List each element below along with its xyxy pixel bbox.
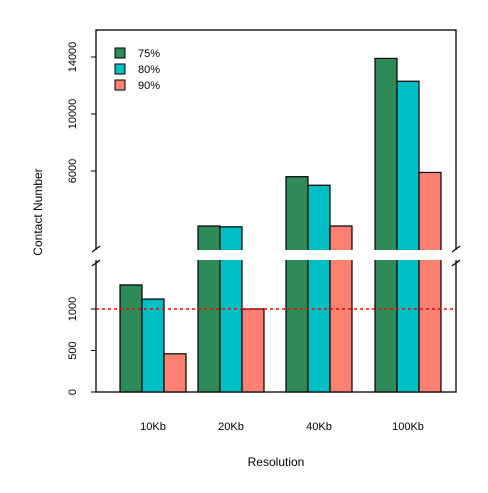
bar-100kb-80pct xyxy=(396,80,420,393)
x-axis-title: Resolution xyxy=(248,455,305,469)
bar-40kb-80pct xyxy=(307,184,331,393)
x-tick-label: 20Kb xyxy=(218,421,244,433)
break-mark-bottom-0 xyxy=(91,259,101,267)
y-axis-title: Contact Number xyxy=(31,168,45,255)
bar-10kb-80pct xyxy=(141,298,165,393)
x-axis: 10Kb 20Kb 40Kb 100Kb xyxy=(140,421,424,433)
break-mark-top-0 xyxy=(91,245,101,253)
y-tick-label: 0 xyxy=(67,389,79,395)
bar-40kb-75pct xyxy=(285,176,309,393)
bar-100kb-75pct xyxy=(374,57,398,393)
break-mark-top-1 xyxy=(451,245,461,253)
y-tick-label: 6000 xyxy=(67,159,79,183)
legend-label: 90% xyxy=(138,80,160,92)
axis-break-gap xyxy=(88,250,464,260)
y-tick-label: 10000 xyxy=(67,99,79,130)
y-axis: 0 500 1000 6000 10000 14000 xyxy=(67,42,96,395)
x-tick-label: 40Kb xyxy=(306,421,332,433)
plot-frame xyxy=(95,29,457,393)
x-tick-label: 100Kb xyxy=(392,421,424,433)
legend-swatch xyxy=(114,47,126,59)
bar-10kb-90pct xyxy=(163,353,187,393)
bars-layer xyxy=(119,57,442,393)
bar-10kb-75pct xyxy=(119,284,143,393)
legend-label: 80% xyxy=(138,64,160,76)
y-tick-label: 1000 xyxy=(67,297,79,321)
legend-swatch xyxy=(114,79,126,91)
bar-20kb-90pct xyxy=(241,308,265,393)
legend-label: 75% xyxy=(138,48,160,60)
legend-swatch xyxy=(114,63,126,75)
break-mark-bottom-1 xyxy=(451,259,461,267)
axis-break-marks xyxy=(91,245,461,267)
legend: 75% 80% 90% xyxy=(114,47,160,92)
bar-100kb-90pct xyxy=(418,171,442,393)
y-tick-label: 500 xyxy=(67,341,79,359)
y-tick-label: 14000 xyxy=(67,42,79,73)
x-tick-label: 10Kb xyxy=(140,421,166,433)
